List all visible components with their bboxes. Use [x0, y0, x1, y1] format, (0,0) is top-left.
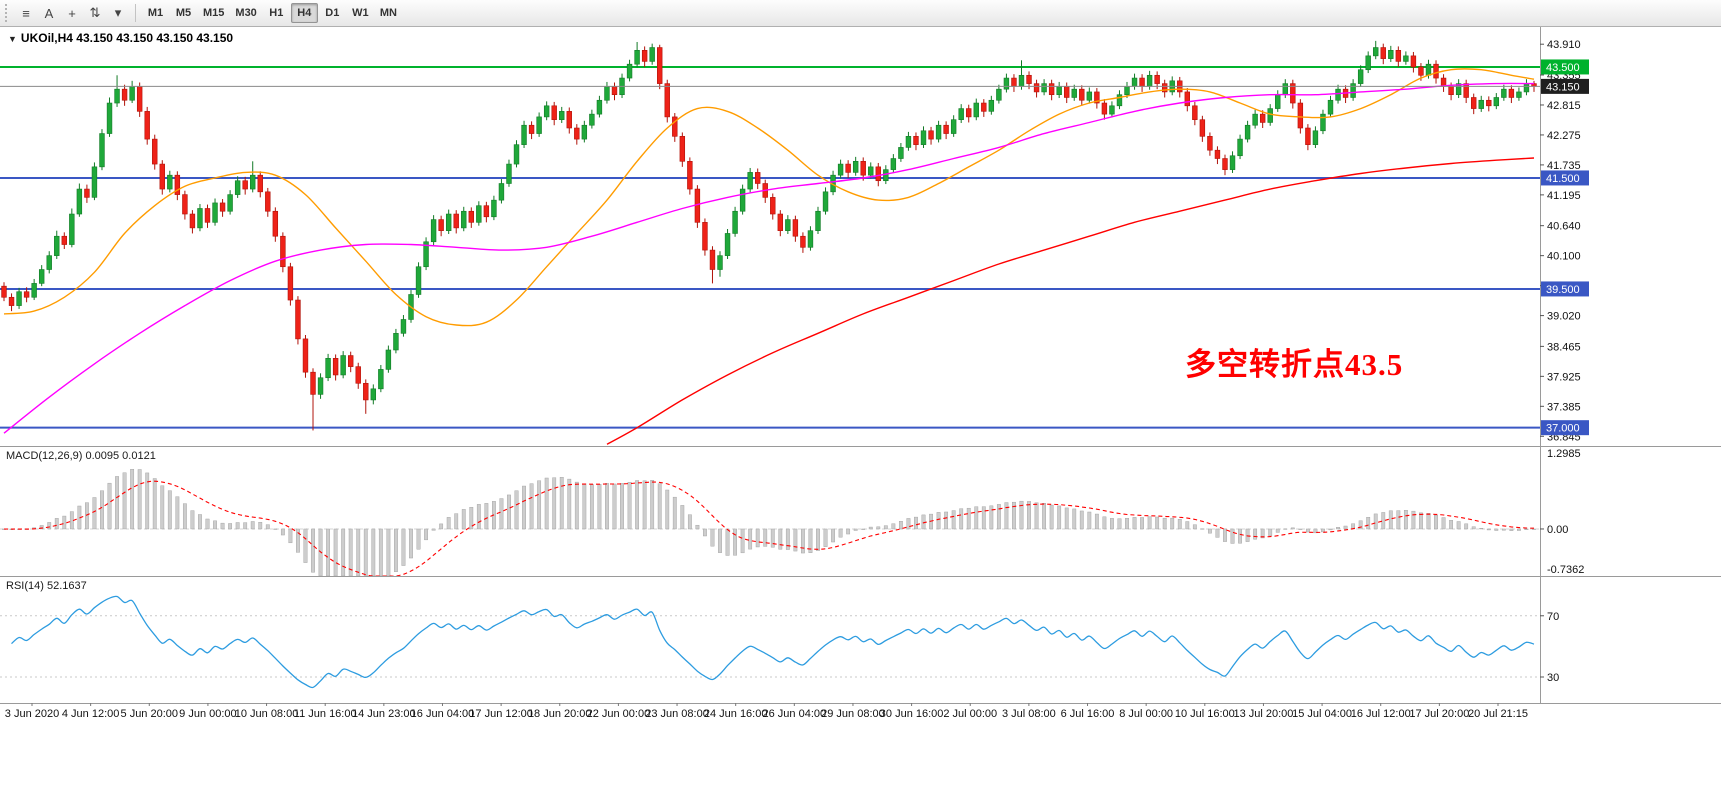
support-line-39-500-label [1541, 281, 1589, 297]
macd-indicator-label: MACD(12,26,9) 0.0095 0.0121 [6, 450, 156, 462]
svg-text:43.910: 43.910 [1547, 39, 1581, 51]
chart-text-annotation[interactable]: 多空转折点43.5 [1185, 347, 1404, 382]
svg-text:41.195: 41.195 [1547, 190, 1581, 202]
svg-text:2 Jul 00:00: 2 Jul 00:00 [943, 708, 997, 720]
top-toolbar: ≡ A + ⇅ ▾ M1 M5 M15 M30 H1 H4 D1 W1 MN [0, 0, 1721, 27]
symbol-title: UKOil,H4 43.150 43.150 43.150 43.150 [20, 31, 234, 45]
svg-text:16 Jun 04:00: 16 Jun 04:00 [411, 708, 475, 720]
svg-text:37.385: 37.385 [1547, 401, 1581, 413]
svg-text:4 Jun 12:00: 4 Jun 12:00 [62, 708, 120, 720]
svg-text:15 Jul 04:00: 15 Jul 04:00 [1292, 708, 1352, 720]
macd-signal-line [3, 480, 1535, 576]
svg-text:17 Jul 20:00: 17 Jul 20:00 [1409, 708, 1469, 720]
svg-text:3 Jun 2020: 3 Jun 2020 [5, 708, 59, 720]
svg-text:24 Jun 16:00: 24 Jun 16:00 [704, 708, 768, 720]
timeframe-button-mn[interactable]: MN [379, 7, 397, 19]
svg-text:0.00: 0.00 [1547, 524, 1568, 536]
charts-menu-icon[interactable]: ≡ [22, 5, 30, 21]
timeframe-button-m5[interactable]: M5 [175, 7, 192, 19]
bid-price-line-label [1541, 78, 1589, 94]
svg-text:1.2985: 1.2985 [1547, 448, 1581, 460]
axes [0, 27, 1721, 704]
chart-window: 43.910 43.355 42.815 42.275 41.735 41.195 40.6… [0, 27, 1721, 793]
svg-text:22 Jun 00:00: 22 Jun 00:00 [587, 708, 651, 720]
timeframe-button-m30[interactable]: M30 [235, 7, 257, 19]
svg-text:10 Jun 08:00: 10 Jun 08:00 [235, 708, 299, 720]
svg-text:26 Jun 04:00: 26 Jun 04:00 [763, 708, 827, 720]
svg-text:40.100: 40.100 [1547, 251, 1581, 263]
svg-text:14 Jun 23:00: 14 Jun 23:00 [352, 708, 416, 720]
svg-text:41.735: 41.735 [1547, 160, 1581, 172]
toolbar-grip[interactable] [5, 4, 11, 22]
cursor-tool-icon[interactable]: A [44, 5, 54, 21]
timeframe-button-w1[interactable]: W1 [352, 7, 369, 19]
macd-histogram [2, 469, 1536, 576]
svg-text:11 Jun 16:00: 11 Jun 16:00 [294, 708, 357, 720]
rsi-line [11, 595, 1535, 689]
svg-text:30 Jun 16:00: 30 Jun 16:00 [880, 708, 944, 720]
svg-text:29 Jun 08:00: 29 Jun 08:00 [821, 708, 885, 720]
symbol-header: ▼ UKOil,H4 43.150 43.150 43.150 43.150 [8, 31, 233, 45]
svg-text:30: 30 [1547, 672, 1559, 684]
svg-text:42.275: 42.275 [1547, 130, 1581, 142]
ma-medium-magenta [3, 82, 1535, 434]
svg-text:37.000: 37.000 [1546, 423, 1580, 435]
timeframe-button-h4[interactable]: H4 [290, 3, 318, 23]
svg-text:10 Jul 16:00: 10 Jul 16:00 [1175, 708, 1235, 720]
svg-text:16 Jul 12:00: 16 Jul 12:00 [1351, 708, 1411, 720]
svg-text:20 Jul 21:15: 20 Jul 21:15 [1468, 708, 1528, 720]
svg-text:3 Jul 08:00: 3 Jul 08:00 [1002, 708, 1056, 720]
timeframe-toolbar: M1 M5 M15 M30 H1 H4 D1 W1 MN [142, 3, 402, 23]
support-line-37-000-label [1541, 420, 1589, 436]
svg-text:39.020: 39.020 [1547, 311, 1581, 323]
timeframe-button-h1[interactable]: H1 [269, 7, 284, 19]
ma-fast-orange [3, 68, 1535, 327]
crosshair-tool-icon[interactable]: + [68, 5, 76, 21]
price-axis: 43.91043.35542.81542.27541.73541.19540.6… [1540, 39, 1589, 684]
svg-text:6 Jul 16:00: 6 Jul 16:00 [1061, 708, 1115, 720]
svg-text:8 Jul 00:00: 8 Jul 00:00 [1119, 708, 1173, 720]
timeframe-button-m1[interactable]: M1 [147, 7, 164, 19]
svg-text:39.500: 39.500 [1546, 284, 1580, 296]
horizontal-level-lines[interactable] [0, 65, 1540, 429]
toolbar-icons: ≡ A + ⇅ ▾ [15, 3, 129, 23]
resistance-line-43-500-label [1541, 59, 1589, 75]
svg-text:43.150: 43.150 [1546, 81, 1580, 93]
svg-text:38.465: 38.465 [1547, 341, 1581, 353]
svg-text:17 Jun 12:00: 17 Jun 12:00 [469, 708, 533, 720]
timeframe-button-m15[interactable]: M15 [203, 7, 225, 19]
svg-text:-0.7362: -0.7362 [1547, 564, 1584, 576]
svg-text:13 Jul 20:00: 13 Jul 20:00 [1233, 708, 1293, 720]
svg-text:42.815: 42.815 [1547, 100, 1581, 112]
indicators-menu-icon[interactable]: ⇅ [89, 5, 101, 20]
svg-text:37.925: 37.925 [1547, 371, 1581, 383]
svg-text:43.500: 43.500 [1546, 62, 1580, 74]
support-line-41-500-label [1541, 170, 1589, 186]
timeframe-button-d1[interactable]: D1 [325, 7, 340, 19]
time-axis: 3 Jun 2020 4 Jun 12:00 5 Jun 20:00 9 Jun 00… [5, 703, 1528, 720]
svg-text:40.640: 40.640 [1547, 221, 1581, 233]
svg-text:18 Jun 20:00: 18 Jun 20:00 [528, 708, 592, 720]
chart-canvas[interactable]: 43.91043.35542.81542.27541.73541.19540.6… [0, 27, 1721, 793]
ma-slow-red [606, 157, 1535, 445]
candlestick-series [1, 40, 1537, 431]
svg-text:23 Jun 08:00: 23 Jun 08:00 [645, 708, 709, 720]
svg-text:70: 70 [1547, 611, 1559, 623]
svg-text:5 Jun 20:00: 5 Jun 20:00 [121, 708, 179, 720]
chart-context-menu-icon[interactable]: ▼ [8, 34, 17, 44]
dropdown-caret-icon[interactable]: ▾ [114, 5, 122, 20]
toolbar-separator [135, 4, 136, 22]
svg-text:9 Jun 00:00: 9 Jun 00:00 [179, 708, 237, 720]
rsi-indicator-label: RSI(14) 52.1637 [6, 580, 87, 592]
svg-text:41.500: 41.500 [1546, 173, 1580, 185]
